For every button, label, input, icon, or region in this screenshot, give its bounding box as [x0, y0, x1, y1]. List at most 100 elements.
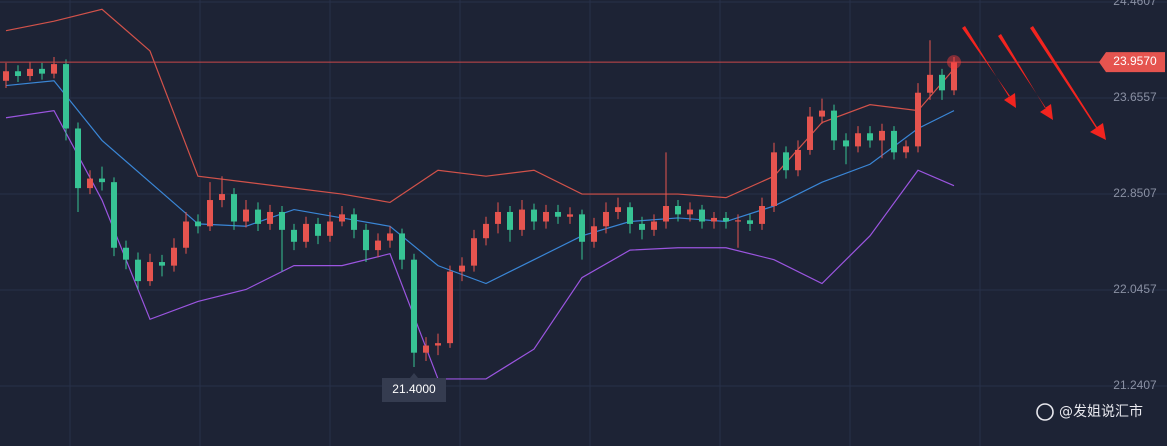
candle-body — [615, 207, 621, 212]
candle-body — [723, 217, 729, 222]
candle-body — [651, 221, 657, 230]
candle-body — [339, 214, 345, 222]
candle-body — [687, 209, 693, 215]
low-marker-label: 21.4000 — [392, 382, 436, 396]
candle-body — [675, 206, 681, 215]
candle-body — [3, 71, 9, 81]
candle-body — [939, 74, 945, 91]
candle-body — [591, 226, 597, 242]
last-price-glow — [947, 55, 961, 70]
watermark: @发姐说汇市 — [1036, 403, 1143, 421]
candle-body — [315, 223, 321, 236]
arrow — [1030, 26, 1106, 140]
candle-body — [855, 133, 861, 147]
candle-body — [39, 68, 45, 74]
candle-body — [795, 149, 801, 171]
candle-body — [819, 110, 825, 117]
candle-body — [831, 110, 837, 141]
band-line — [5, 8, 955, 204]
candle-body — [135, 259, 141, 282]
candle-body — [51, 64, 57, 74]
candle-body — [159, 262, 165, 266]
candle-body — [951, 62, 957, 91]
candle-body — [435, 343, 441, 346]
candle-body — [303, 223, 309, 242]
candle-body — [423, 345, 429, 353]
candle-body — [495, 211, 501, 224]
candle-body — [903, 146, 909, 153]
arrow — [998, 34, 1053, 120]
candle-body — [747, 220, 753, 224]
candle-body — [63, 64, 69, 129]
candle-body — [231, 194, 237, 222]
candle-body — [771, 152, 777, 207]
candle-body — [627, 207, 633, 224]
y-tick-label: 22.0457 — [1113, 282, 1157, 296]
candle-body — [363, 229, 369, 251]
candle-body — [183, 221, 189, 248]
candle-body — [87, 178, 93, 189]
band-line — [5, 80, 955, 285]
candle-body — [75, 128, 81, 189]
y-tick-label: 24.4607 — [1113, 0, 1157, 8]
watermark-text: @发姐说汇市 — [1059, 403, 1143, 420]
candle-body — [147, 262, 153, 282]
arrows — [962, 26, 1106, 140]
candle-body — [123, 247, 129, 260]
last-price-box — [1099, 52, 1165, 73]
last-price-label: 23.9570 — [1113, 54, 1157, 68]
candle-body — [387, 233, 393, 241]
y-tick-label: 21.2407 — [1113, 378, 1157, 392]
watermark-icon — [1036, 403, 1054, 421]
candle-body — [447, 271, 453, 344]
candle-body — [711, 217, 717, 222]
candle-body — [891, 130, 897, 153]
candle-body — [603, 211, 609, 227]
candle-body — [735, 220, 741, 222]
candle-body — [255, 209, 261, 224]
candle-body — [507, 211, 513, 230]
candle-body — [531, 209, 537, 222]
candle-body — [867, 133, 873, 141]
candle-body — [15, 71, 21, 77]
candle-body — [927, 74, 933, 93]
arrow — [962, 26, 1016, 108]
y-tick-label: 22.8507 — [1113, 186, 1157, 200]
candle-body — [759, 206, 765, 224]
candle-body — [663, 206, 669, 222]
band-line — [5, 109, 955, 380]
candle-body — [519, 209, 525, 230]
candle-body — [399, 233, 405, 260]
candle-body — [567, 214, 573, 217]
candle-body — [207, 200, 213, 227]
candle-body — [555, 211, 561, 217]
candle-body — [579, 214, 585, 242]
candle-body — [879, 130, 885, 141]
candle-body — [279, 211, 285, 230]
candle-body — [807, 116, 813, 150]
candle-body — [111, 182, 117, 248]
candle-body — [99, 178, 105, 183]
candle-body — [915, 92, 921, 147]
candle-body — [291, 229, 297, 242]
low-marker-box — [382, 372, 446, 402]
candle-body — [195, 221, 201, 227]
candle-body — [351, 214, 357, 230]
candle-body — [543, 211, 549, 222]
candle-body — [375, 240, 381, 251]
candle-body — [471, 238, 477, 266]
candle-body — [483, 223, 489, 239]
candle-body — [843, 140, 849, 147]
candle-body — [459, 265, 465, 272]
candle-body — [219, 194, 225, 201]
candle-body — [699, 209, 705, 222]
candle-body — [27, 68, 33, 77]
candle-body — [783, 152, 789, 171]
y-tick-label: 23.6557 — [1113, 90, 1157, 104]
candle-body — [267, 211, 273, 224]
candle-body — [639, 223, 645, 230]
candle-body — [243, 209, 249, 222]
candle-body — [327, 221, 333, 236]
plot: 24.4607 23.6557 22.8507 22.0457 21.2407 23.95… — [0, 0, 1167, 402]
